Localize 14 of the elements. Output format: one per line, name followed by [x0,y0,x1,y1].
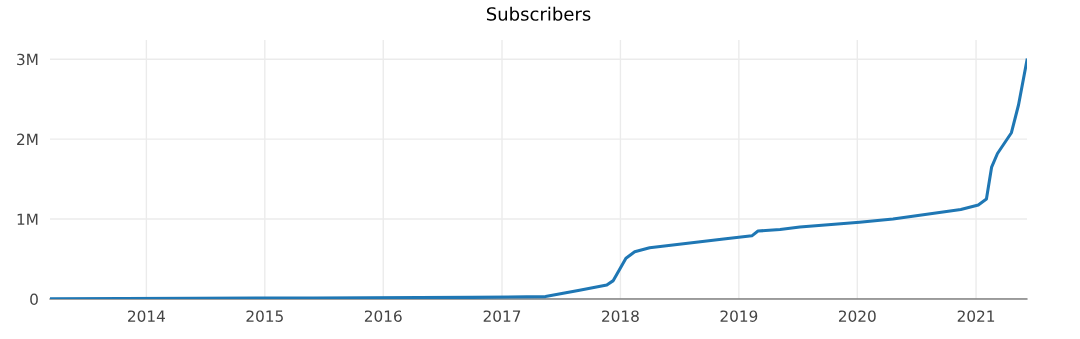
x-tick-label: 2017 [483,310,521,322]
y-tick-label: 3M [17,53,38,66]
y-tick-label: 0 [30,293,38,306]
y-tick-label: 1M [17,213,38,225]
x-tick-label: 2018 [602,310,639,322]
line-series [50,58,1027,299]
x-tick-label: 2019 [720,310,758,322]
x-tick-label: 2014 [128,310,165,322]
chart-title: Subscribers [486,6,591,21]
y-tick-label: 2M [17,133,38,145]
x-tick-label: 2016 [364,310,402,322]
x-tick-label: 2015 [246,310,283,322]
x-tick-label: 2020 [838,310,876,322]
x-tick-label: 2021 [957,310,995,322]
